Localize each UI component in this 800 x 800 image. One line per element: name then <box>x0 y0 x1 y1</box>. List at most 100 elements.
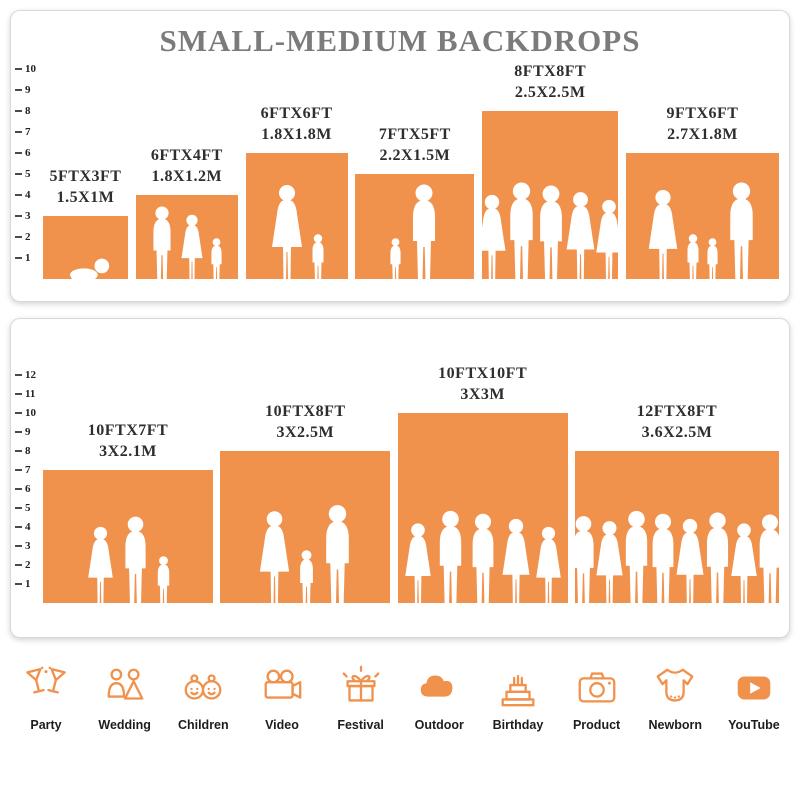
tick-mark <box>15 257 22 259</box>
person-silhouette-woman <box>267 184 307 284</box>
tick-label: 12 <box>25 369 36 381</box>
newborn-icon <box>656 668 694 702</box>
size-feet: 9FTX6FT <box>666 105 739 123</box>
size-meters: 3.6X2.5M <box>641 424 713 442</box>
page-title: SMALL-MEDIUM BACKDROPS <box>159 23 641 58</box>
person-silhouette-man <box>119 516 152 608</box>
backdrop-size-group: 6FTX4FT 1.8X1.2M <box>135 146 238 279</box>
size-meters: 2.2X1.5M <box>379 147 451 165</box>
backdrop-size-label: 10FTX8FT 3X2.5M <box>265 402 345 444</box>
backdrop-size-group: 7FTX5FT 2.2X1.5M <box>355 125 475 279</box>
backdrop-size-label: 6FTX4FT 1.8X1.2M <box>151 146 223 188</box>
people-silhouettes <box>43 256 128 284</box>
backdrop-rectangle <box>397 413 568 603</box>
person-silhouette-woman <box>498 518 534 608</box>
category-label: Newborn <box>648 718 702 732</box>
tick-label: 11 <box>25 388 36 400</box>
axis-tick: 9 <box>15 426 31 438</box>
tick-mark <box>15 236 22 238</box>
people-silhouettes <box>355 184 474 284</box>
axis-tick: 6 <box>15 483 31 495</box>
backdrop-rectangle <box>625 153 779 279</box>
backdrop-size-group: 10FTX10FT 3X3M <box>397 364 568 603</box>
backdrop-rectangle <box>220 451 391 603</box>
axis-tick: 1 <box>15 578 31 590</box>
person-silhouette-woman <box>644 189 682 284</box>
axis-tick: 12 <box>15 369 36 381</box>
tick-mark <box>15 469 22 471</box>
axis-tick: 11 <box>15 388 35 400</box>
tick-mark <box>15 215 22 217</box>
video-icon <box>264 669 302 699</box>
tick-label: 6 <box>25 483 31 495</box>
tick-label: 1 <box>25 252 31 264</box>
axis-tick: 5 <box>15 168 31 180</box>
person-silhouette-man <box>319 504 356 608</box>
category-label: Festival <box>337 718 384 732</box>
person-silhouette-woman <box>532 526 565 608</box>
y-axis-medium: 1 2 3 4 5 6 7 8 9 10 11 12 <box>15 319 45 603</box>
axis-tick: 8 <box>15 105 31 117</box>
tick-label: 1 <box>25 578 31 590</box>
tick-mark <box>15 68 22 70</box>
category-party: Party <box>8 664 84 732</box>
people-silhouettes <box>575 510 779 608</box>
category-newborn: Newborn <box>637 664 713 732</box>
tick-label: 9 <box>25 84 31 96</box>
tick-mark <box>15 526 22 528</box>
outdoor-icon <box>421 675 453 697</box>
people-silhouettes <box>136 206 238 284</box>
size-feet: 10FTX8FT <box>265 403 346 421</box>
party-icon <box>26 666 66 694</box>
tick-label: 2 <box>25 231 31 243</box>
axis-tick: 10 <box>15 407 36 419</box>
tick-mark <box>15 450 22 452</box>
category-youtube: YouTube <box>716 664 792 732</box>
backdrop-rectangle <box>135 195 238 279</box>
category-label: Outdoor <box>414 718 464 732</box>
people-silhouettes <box>43 516 213 608</box>
tick-mark <box>15 488 22 490</box>
backdrop-size-label: 10FTX10FT 3X3M <box>438 364 527 406</box>
size-feet: 12FTX8FT <box>636 403 718 421</box>
backdrop-chart-medium-panel: 1 2 3 4 5 6 7 8 9 10 11 12 10FTX7FT 3X2.1M 10FTX8FT 3X… <box>10 318 790 638</box>
tick-label: 10 <box>25 407 36 419</box>
backdrop-rectangle <box>43 470 213 603</box>
tick-label: 7 <box>25 464 31 476</box>
person-silhouette-man <box>753 514 787 608</box>
category-wedding: Wedding <box>87 664 163 732</box>
person-silhouette-man <box>466 513 500 608</box>
backdrop-rectangle <box>43 216 128 279</box>
size-meters: 1.5X1M <box>56 189 115 207</box>
size-feet: 6FTX6FT <box>260 105 333 123</box>
person-silhouette-woman <box>401 522 435 608</box>
bars-row-small: 5FTX3FT 1.5X1M 6FTX4FT 1.8X1.2M 6FTX6FT 1.8X1… <box>43 62 779 279</box>
tick-label: 2 <box>25 559 31 571</box>
category-product: Product <box>559 664 635 732</box>
axis-tick: 8 <box>15 445 31 457</box>
people-silhouettes <box>220 504 390 608</box>
axis-tick: 6 <box>15 147 31 159</box>
tick-mark <box>15 583 22 585</box>
size-meters: 2.7X1.8M <box>667 126 738 144</box>
person-silhouette-man <box>433 510 468 608</box>
size-meters: 1.8X1.2M <box>151 168 223 186</box>
backdrop-size-label: 9FTX6FT 2.7X1.8M <box>667 104 739 146</box>
backdrop-size-group: 10FTX7FT 3X2.1M <box>43 421 213 603</box>
category-label: Birthday <box>492 718 544 732</box>
backdrop-size-label: 8FTX8FT 2.5X2.5M <box>514 62 586 104</box>
size-feet: 10FTX7FT <box>87 422 169 440</box>
youtube-icon <box>737 676 771 700</box>
backdrop-size-group: 5FTX3FT 1.5X1M <box>43 167 128 279</box>
tick-mark <box>15 194 22 196</box>
tick-mark <box>15 152 22 154</box>
tick-mark <box>15 564 22 566</box>
people-silhouettes <box>482 182 618 284</box>
size-meters: 3X2.1M <box>99 443 157 461</box>
backdrop-size-label: 12FTX8FT 3.6X2.5M <box>637 402 717 444</box>
backdrop-size-label: 7FTX5FT 2.2X1.5M <box>379 125 451 167</box>
tick-mark <box>15 545 22 547</box>
person-silhouette-woman <box>84 526 117 608</box>
size-feet: 6FTX4FT <box>150 147 223 165</box>
tick-label: 3 <box>25 540 31 552</box>
